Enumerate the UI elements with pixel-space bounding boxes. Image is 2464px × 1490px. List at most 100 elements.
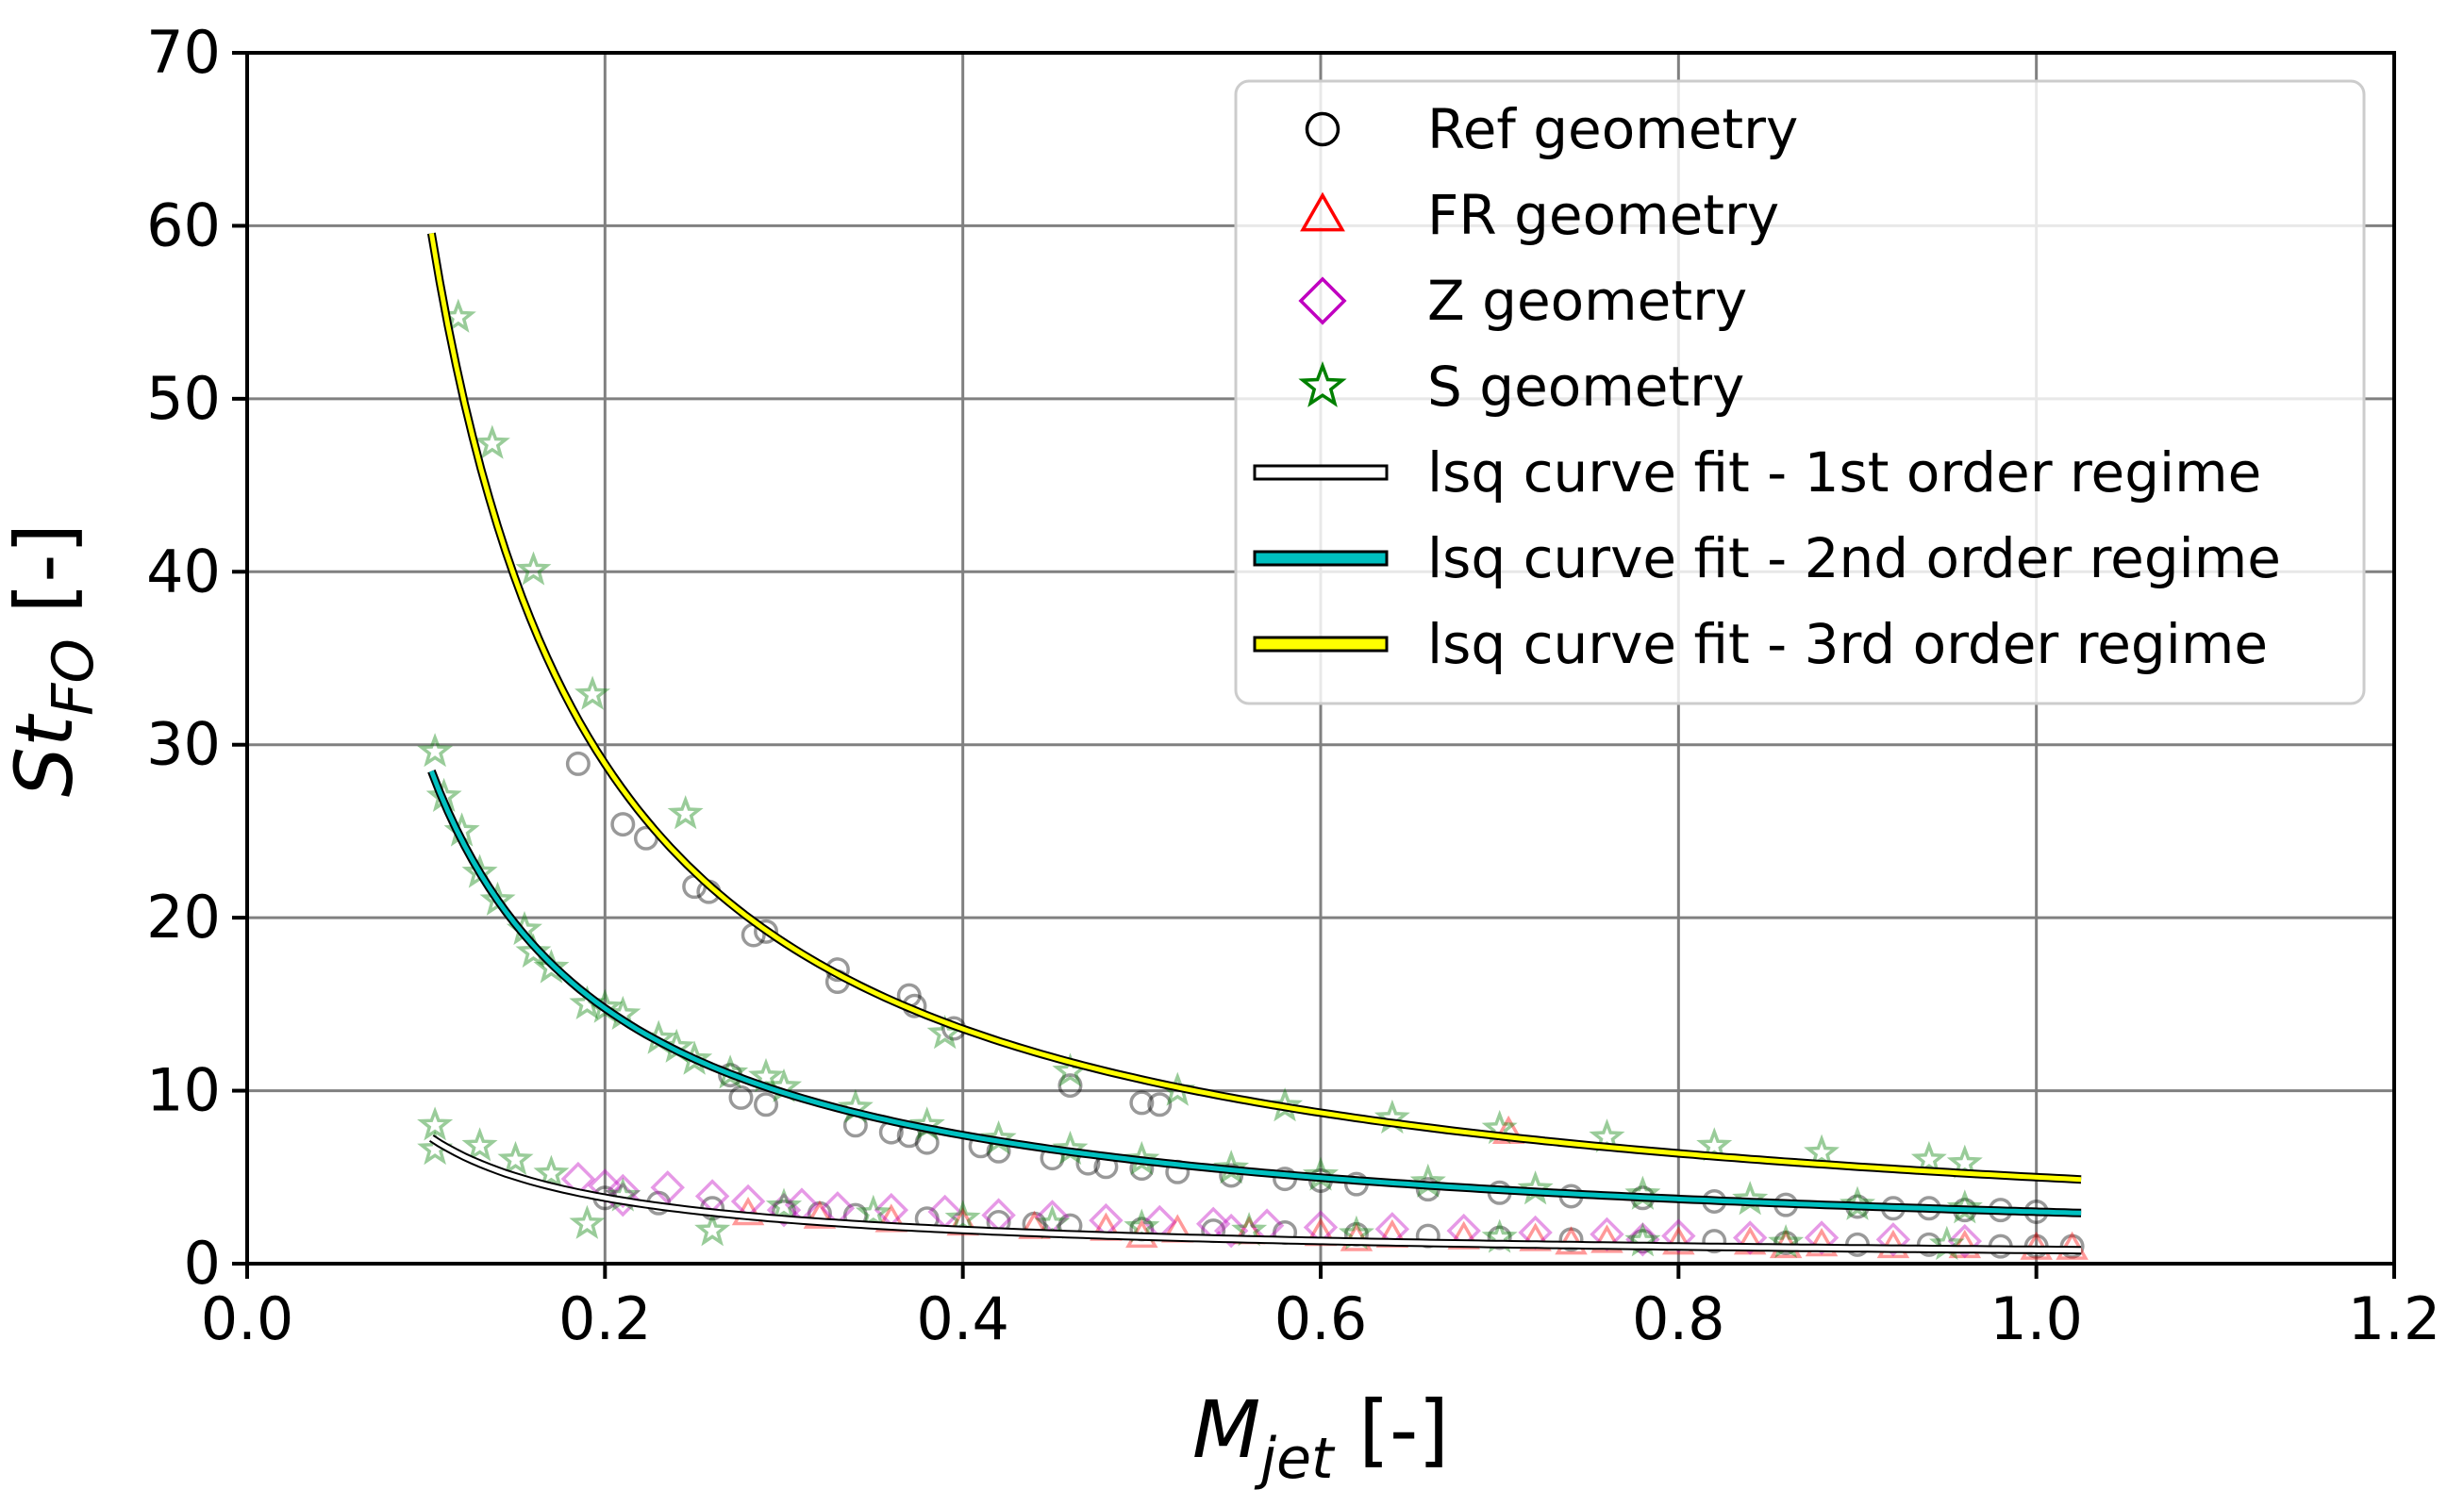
legend-label: lsq curve fit - 3rd order regime (1427, 612, 2268, 676)
triangle-marker (1519, 1222, 1552, 1251)
fit-curve-3 (426, 232, 2082, 1184)
legend: Ref geometry FR geometry Z geometry S geome… (1234, 79, 2366, 705)
circle-marker (610, 812, 636, 837)
y-tick-label: 0 (184, 1229, 221, 1298)
circle-marker (754, 1092, 779, 1118)
legend-label: Z geometry (1427, 269, 1747, 333)
diamond-marker (650, 1170, 685, 1205)
x-axis-label-main: M (1192, 1383, 1260, 1476)
legend-triangle-icon (1300, 191, 1345, 232)
circle-marker (1916, 1232, 1941, 1257)
diamond-marker (1947, 1223, 1983, 1259)
diamond-marker (1732, 1220, 1768, 1255)
y-axis-label-main: St (0, 713, 91, 797)
legend-line-swatch (1253, 550, 1389, 567)
legend-diamond-icon (1298, 276, 1347, 325)
y-axis-label: StFO [-] (0, 523, 107, 798)
legend-label: lsq curve fit - 2nd order regime (1427, 526, 2281, 590)
triangle-marker (1447, 1220, 1480, 1250)
y-axis-label-subscript: FO (41, 638, 107, 716)
circle-marker (1558, 1227, 1584, 1252)
fit-curve-2 (427, 770, 2082, 1217)
circle-marker (728, 1084, 754, 1110)
triangle-marker (1590, 1224, 1623, 1253)
star-marker (417, 1106, 454, 1141)
star-marker (569, 1204, 606, 1239)
triangle-marker (1948, 1229, 1982, 1259)
star-marker (1839, 1185, 1876, 1220)
x-tick-label: 1.0 (1990, 1284, 2083, 1353)
y-tick-label: 40 (146, 537, 221, 605)
legend-label: S geometry (1427, 355, 1744, 419)
diamond-marker (1875, 1222, 1911, 1257)
x-axis-label: Mjet [-] (1192, 1383, 1449, 1490)
x-tick-label: 0.0 (201, 1284, 294, 1353)
circle-marker (1773, 1230, 1799, 1255)
triangle-marker (1018, 1210, 1051, 1239)
fit-curves (426, 232, 2082, 1255)
legend-item-3: Z geometry (1298, 269, 1747, 333)
star-marker (944, 1200, 981, 1234)
fit-curve-fill (430, 1135, 2082, 1253)
star-marker (515, 551, 552, 586)
star-marker (855, 1194, 891, 1229)
star-marker (1696, 1127, 1733, 1162)
y-tick-label: 60 (146, 190, 221, 259)
star-marker (515, 933, 552, 968)
x-tick-label: 0.8 (1632, 1284, 1725, 1353)
legend-circle-icon (1305, 111, 1340, 147)
triangle-marker (1491, 1115, 1525, 1145)
triangle-marker (1733, 1226, 1767, 1255)
star-marker (474, 424, 510, 459)
triangle-marker (1662, 1226, 1695, 1255)
circle-marker (1630, 1229, 1656, 1254)
star-marker (533, 1154, 570, 1189)
diamond-marker (606, 1182, 641, 1217)
diamond-marker (1213, 1213, 1249, 1249)
circle-marker (1147, 1092, 1173, 1118)
circle-marker (1129, 1090, 1155, 1116)
star-marker (1910, 1140, 1947, 1176)
star-marker (1804, 1134, 1840, 1168)
legend-label: FR geometry (1427, 183, 1779, 247)
legend-label: lsq curve fit - 1st order regime (1427, 440, 2261, 505)
legend-line-swatch (1253, 636, 1389, 653)
legend-item-1: Ref geometry (1305, 97, 1798, 161)
y-tick-label: 20 (146, 883, 221, 952)
diamond-marker (1661, 1218, 1696, 1253)
legend-item-2: FR geometry (1300, 183, 1779, 247)
legend-box (1234, 79, 2366, 705)
circle-marker (754, 919, 779, 944)
legend-item-4: S geometry (1298, 355, 1744, 419)
axis-ticks: 0.0 0.2 0.4 0.6 0.8 1.0 1.2 0 10 20 30 40 50 60 70 (146, 18, 2440, 1353)
y-tick-label: 50 (146, 364, 221, 433)
circle-marker (1219, 1163, 1244, 1188)
legend-label: Ref geometry (1427, 97, 1798, 161)
legend-line-swatch (1253, 464, 1389, 481)
y-tick-label: 10 (146, 1056, 221, 1125)
legend-item-6: lsq curve fit - 2nd order regime (1253, 526, 2281, 590)
fit-curve-fill (428, 232, 2082, 1183)
legend-item-5: lsq curve fit - 1st order regime (1253, 440, 2261, 505)
legend-item-7: lsq curve fit - 3rd order regime (1253, 612, 2268, 676)
star-marker (533, 949, 570, 984)
diamond-marker (1625, 1222, 1660, 1257)
circle-marker (1702, 1229, 1727, 1254)
x-tick-label: 0.2 (558, 1284, 652, 1353)
x-tick-label: 0.4 (916, 1284, 1009, 1353)
legend-star-icon (1298, 360, 1347, 407)
star-marker (417, 733, 454, 768)
x-tick-label: 1.2 (2348, 1284, 2441, 1353)
triangle-marker (803, 1200, 837, 1229)
legend-items: Ref geometry FR geometry Z geometry S geome… (1253, 97, 2281, 676)
star-marker (667, 795, 704, 830)
star-marker (1213, 1150, 1250, 1184)
star-marker (694, 1212, 731, 1247)
diamond-marker (606, 1173, 641, 1209)
y-tick-label: 70 (146, 18, 221, 87)
triangle-marker (1805, 1228, 1839, 1257)
star-marker (1946, 1189, 1983, 1224)
x-axis-label-subscript: jet (1254, 1426, 1336, 1490)
circle-marker (565, 751, 591, 776)
